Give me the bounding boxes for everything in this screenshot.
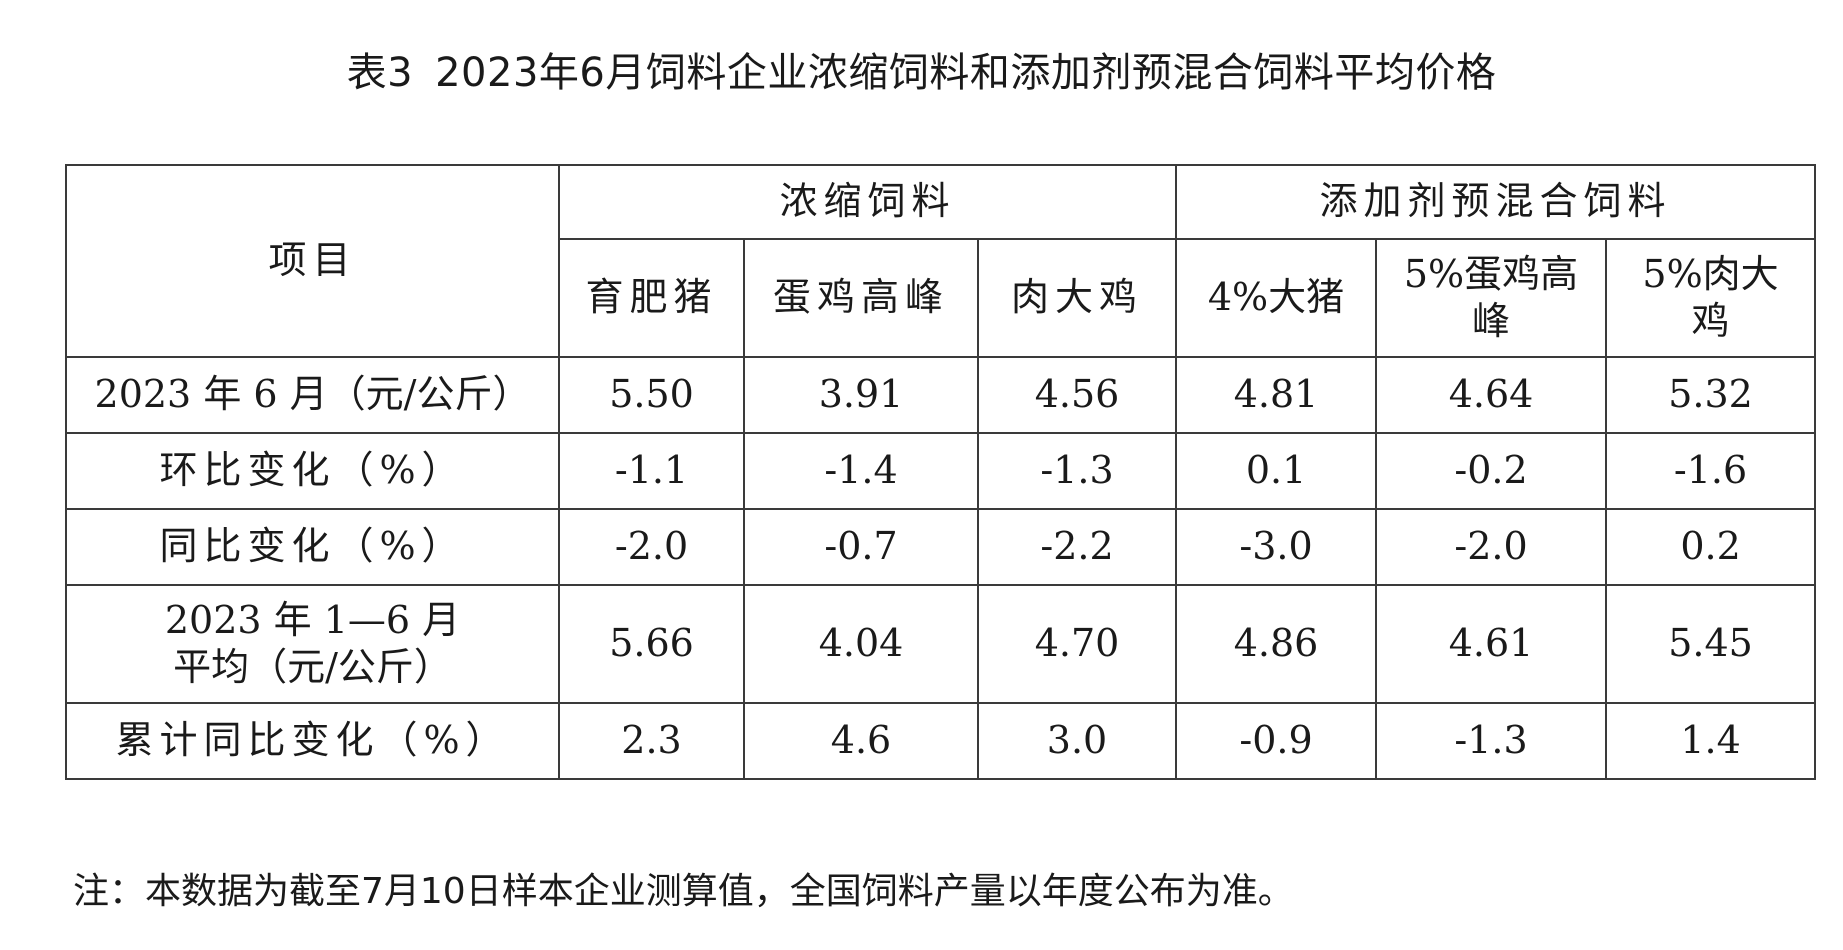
row-label: 2023 年 1—6 月平均（元/公斤） [65,584,560,704]
table-number: 表3 [346,50,414,96]
table-cell: 4.04 [743,584,979,704]
column-header: 育肥猪 [558,238,745,358]
table-cell: 4.86 [1175,584,1378,704]
table-cell: 5.66 [558,584,745,704]
column-header: 蛋鸡高峰 [743,238,979,358]
table-cell: -1.4 [743,432,979,510]
table-row: 2023 年 6 月（元/公斤） 5.50 3.91 4.56 4.81 4.6… [65,356,1817,434]
table-row: 累计同比变化（%） 2.3 4.6 3.0 -0.9 -1.3 1.4 [65,702,1817,780]
table-note: 注：本数据为截至7月10日样本企业测算值，全国饲料产量以年度公布为准。 [73,871,1294,912]
column-header: 4%大猪 [1175,238,1378,358]
table-title: 表3 2023年6月饲料企业浓缩饲料和添加剂预混合饲料平均价格 [0,40,1843,98]
header-row-columns: 育肥猪 蛋鸡高峰 肉大鸡 4%大猪 5%蛋鸡高峰 5%肉大鸡 [66,238,1817,358]
table-title-text: 2023年6月饲料企业浓缩饲料和添加剂预混合饲料平均价格 [435,50,1497,96]
table-cell: -1.3 [976,432,1178,510]
table-cell: 3.0 [976,702,1178,780]
table-cell: -1.3 [1375,702,1608,780]
column-header: 肉大鸡 [976,238,1178,358]
table-cell: 0.2 [1605,508,1817,586]
table-cell: -1.6 [1605,432,1817,510]
table-cell: 2.3 [558,702,745,780]
table-cell: 4.56 [976,356,1178,434]
column-header: 5%蛋鸡高峰 [1375,238,1608,358]
table-cell: 4.61 [1375,584,1608,704]
table-cell: 4.64 [1375,356,1608,434]
header-row-groups: 项目 浓缩饲料 添加剂预混合饲料 [65,164,1817,358]
row-label: 环比变化（%） [65,432,560,510]
table-cell: 5.32 [1605,356,1817,434]
table-row: 环比变化（%） -1.1 -1.4 -1.3 0.1 -0.2 -1.6 [65,432,1817,510]
table-cell: -0.9 [1175,702,1378,780]
table-cell: 1.4 [1605,702,1817,780]
table-cell: -1.1 [558,432,745,510]
header-item: 项目 [65,164,560,358]
table-cell: -2.0 [1375,508,1608,586]
table-cell: 5.45 [1605,584,1817,704]
table-cell: -2.2 [976,508,1178,586]
table-cell: 4.81 [1175,356,1378,434]
feed-price-table: 项目 浓缩饲料 添加剂预混合饲料 育肥猪 蛋鸡高峰 肉大鸡 4%大猪 5%蛋鸡高… [65,164,1817,780]
table-cell: 3.91 [743,356,979,434]
table-cell: -3.0 [1175,508,1378,586]
row-label: 2023 年 6 月（元/公斤） [65,356,560,434]
group-header-concentrate: 浓缩饲料 [557,164,1178,240]
table-cell: 4.6 [743,702,979,780]
table-row: 2023 年 1—6 月平均（元/公斤） 5.66 4.04 4.70 4.86… [65,584,1817,704]
row-label: 同比变化（%） [65,508,560,586]
group-header-premix: 添加剂预混合饲料 [1175,164,1817,240]
table-cell: 0.1 [1175,432,1378,510]
table-cell: -0.7 [743,508,979,586]
table-cell: -2.0 [558,508,745,586]
table-row: 同比变化（%） -2.0 -0.7 -2.2 -3.0 -2.0 0.2 [65,508,1817,586]
table-cell: -0.2 [1375,432,1608,510]
table-cell: 4.70 [976,584,1178,704]
table-cell: 5.50 [558,356,745,434]
row-label: 累计同比变化（%） [65,702,560,780]
column-header: 5%肉大鸡 [1605,238,1817,358]
